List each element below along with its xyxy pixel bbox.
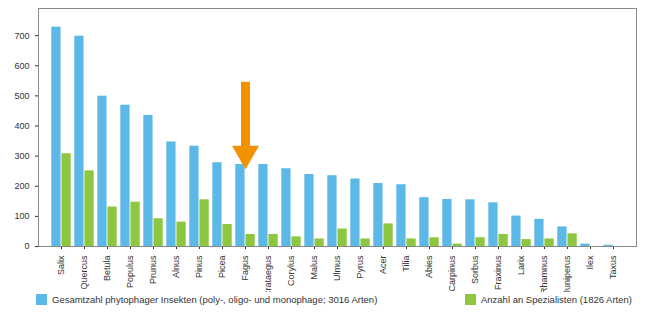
svg-text:400: 400 xyxy=(14,121,29,131)
svg-text:Pinus: Pinus xyxy=(194,255,204,278)
svg-text:Corylus: Corylus xyxy=(286,255,296,286)
svg-text:Quercus: Quercus xyxy=(79,255,89,290)
svg-text:Malus: Malus xyxy=(309,255,319,280)
svg-text:Alnus: Alnus xyxy=(171,255,181,278)
html-text:Anzahl an Spezialisten (1826 A: Anzahl an Spezialisten (1826 Arten) xyxy=(481,294,632,305)
svg-text:Taxus: Taxus xyxy=(608,255,618,279)
svg-text:Carpinus: Carpinus xyxy=(447,255,457,292)
svg-text:Acer: Acer xyxy=(378,256,388,275)
svg-text:Rhamnus: Rhamnus xyxy=(539,255,549,292)
svg-text:300: 300 xyxy=(14,151,29,161)
svg-text:200: 200 xyxy=(14,181,29,191)
svg-text:Larix: Larix xyxy=(516,255,526,275)
svg-text:Ulmus: Ulmus xyxy=(332,255,342,281)
svg-text:Pyrus: Pyrus xyxy=(355,255,365,279)
svg-text:Abies: Abies xyxy=(424,255,434,278)
svg-text:Fagus: Fagus xyxy=(240,255,250,281)
svg-text:Betula: Betula xyxy=(102,256,112,282)
html-text:Gesamtzahl phytophager Insekte: Gesamtzahl phytophager Insekten (poly-, … xyxy=(52,294,378,305)
svg-text:Salix: Salix xyxy=(56,255,66,275)
svg-text:0: 0 xyxy=(24,241,29,251)
svg-text:700: 700 xyxy=(14,30,29,40)
svg-text:Fraxinus: Fraxinus xyxy=(493,255,503,290)
svg-text:Picea: Picea xyxy=(217,256,227,279)
svg-text:Populus: Populus xyxy=(125,255,135,288)
svg-text:Prunus: Prunus xyxy=(148,255,158,284)
svg-text:100: 100 xyxy=(14,211,29,221)
svg-text:Ilex: Ilex xyxy=(585,255,595,270)
svg-text:Juniperus: Juniperus xyxy=(562,255,572,292)
svg-text:600: 600 xyxy=(14,61,29,71)
svg-text:Crataegus: Crataegus xyxy=(263,255,273,292)
svg-text:Sorbus: Sorbus xyxy=(470,255,480,284)
svg-text:Tilia: Tilia xyxy=(401,256,411,272)
svg-text:500: 500 xyxy=(14,91,29,101)
